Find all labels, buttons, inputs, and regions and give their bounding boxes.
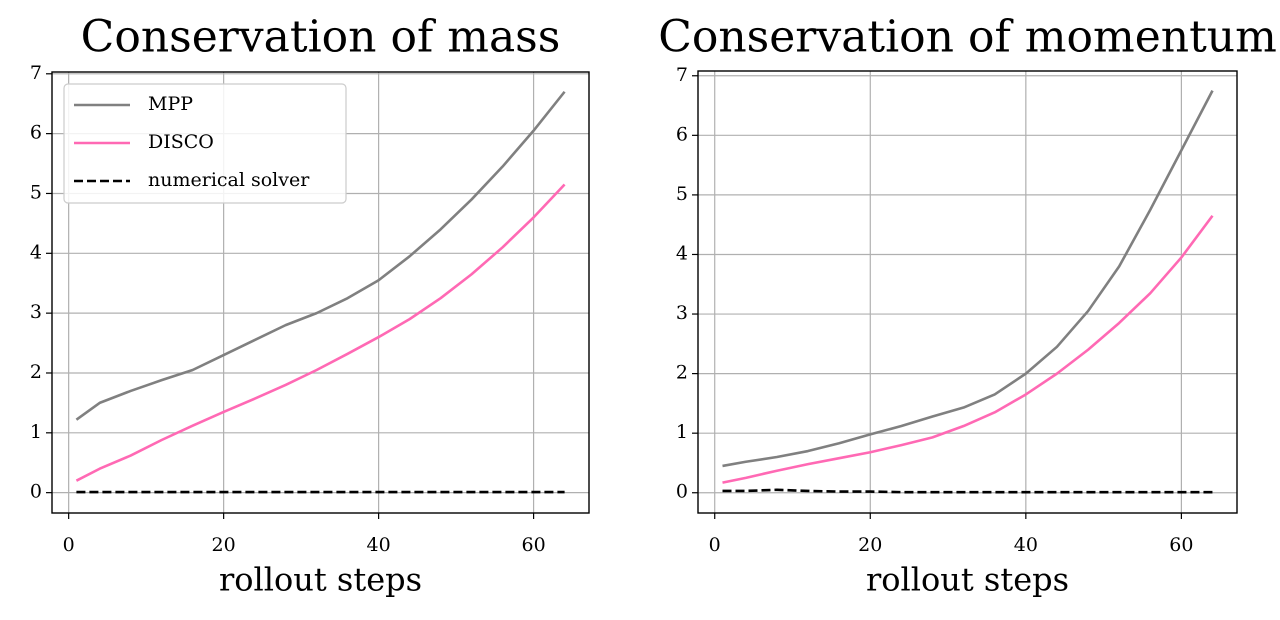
series-line	[75, 90, 566, 421]
y-tick-label: 1	[676, 421, 688, 443]
x-tick-label: 20	[212, 534, 236, 556]
y-tick-label: 7	[676, 64, 688, 86]
x-tick-label: 40	[367, 534, 391, 556]
x-axis-label: rollout steps	[866, 561, 1069, 599]
x-tick-label: 20	[858, 534, 882, 556]
y-tick-label: 6	[676, 123, 688, 145]
series-line	[75, 183, 566, 482]
y-tick-label: 7	[30, 62, 42, 84]
chart-title: Conservation of mass	[81, 12, 561, 63]
y-tick-label: 3	[676, 302, 688, 324]
plot-frame	[51, 71, 590, 514]
x-axis-label: rollout steps	[219, 561, 422, 599]
chart-title: Conservation of momentum	[658, 12, 1277, 63]
x-tick-label: 0	[63, 534, 75, 556]
y-tick-label: 4	[676, 242, 688, 264]
y-tick-label: 3	[30, 301, 42, 323]
plot-frame	[697, 70, 1238, 514]
x-tick-label: 40	[1014, 534, 1038, 556]
x-tick-label: 60	[1169, 534, 1193, 556]
y-tick-label: 0	[676, 481, 688, 503]
y-tick-label: 4	[30, 241, 42, 263]
y-tick-label: 6	[30, 122, 42, 144]
y-tick-label: 0	[30, 481, 42, 503]
legend-label: MPP	[148, 93, 193, 115]
series-line	[722, 90, 1214, 468]
x-tick-label: 0	[709, 534, 721, 556]
series-line	[722, 214, 1214, 484]
legend-label: DISCO	[148, 131, 214, 153]
y-tick-label: 2	[30, 361, 42, 383]
y-tick-label: 1	[30, 421, 42, 443]
y-tick-label: 2	[676, 362, 688, 384]
x-tick-label: 60	[522, 534, 546, 556]
legend-box	[63, 83, 347, 204]
legend-label: numerical solver	[148, 169, 310, 191]
series-line	[722, 488, 1213, 494]
y-tick-label: 5	[30, 181, 42, 203]
y-tick-label: 5	[676, 183, 688, 205]
